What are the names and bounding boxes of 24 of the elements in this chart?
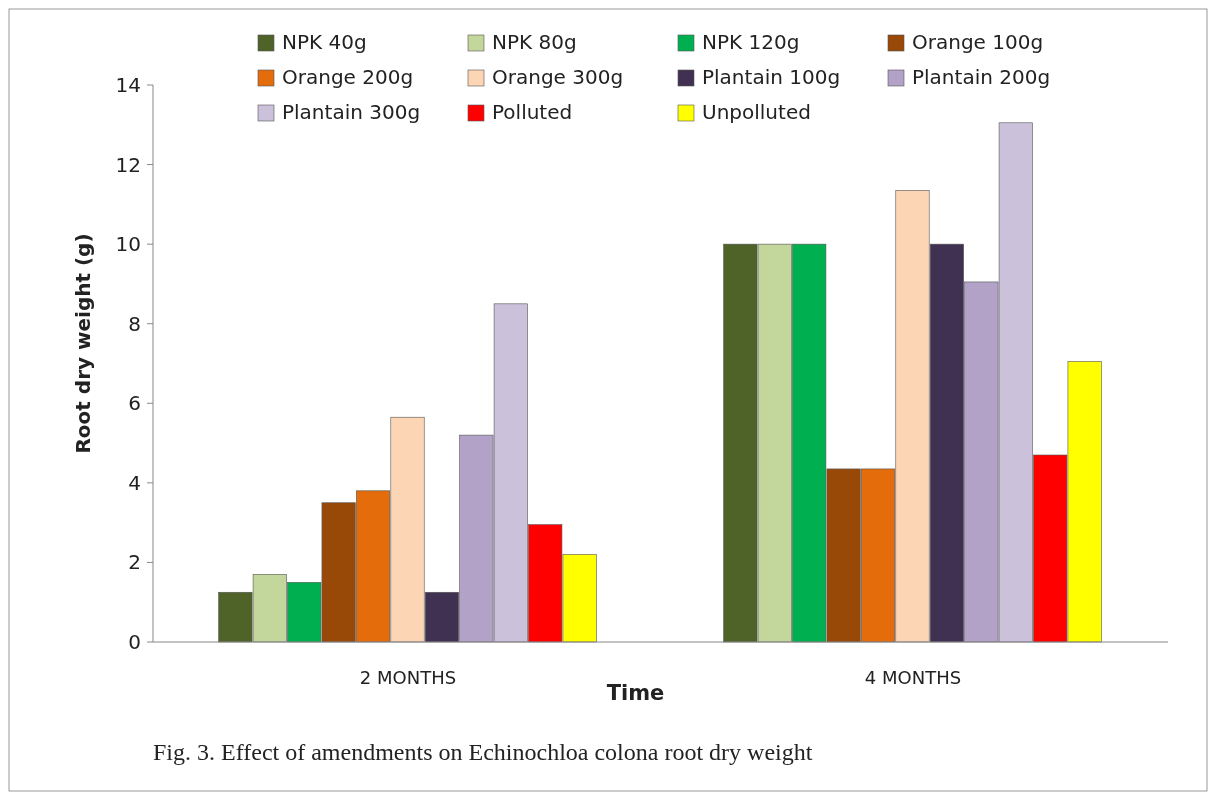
y-tick-label: 14 bbox=[115, 73, 141, 97]
legend-label: Orange 300g bbox=[492, 65, 624, 89]
text: Fig. 3. Effect of amendments on Echinochloa colona root dry weight bbox=[153, 739, 813, 765]
legend-label: Plantain 100g bbox=[702, 65, 841, 89]
y-tick-label: 10 bbox=[115, 232, 141, 257]
y-tick-label: 2 bbox=[128, 550, 141, 575]
x-axis-title: Time bbox=[606, 681, 665, 705]
y-tick-label: 6 bbox=[128, 391, 141, 416]
y-axis-title: Root dry weight (g) bbox=[71, 233, 95, 454]
y-tick-label: 12 bbox=[115, 152, 141, 177]
y-tick-label: 0 bbox=[128, 630, 141, 654]
legend-label: Plantain 300g bbox=[282, 100, 421, 124]
y-tick-label: 8 bbox=[128, 311, 141, 336]
legend-label: Unpolluted bbox=[702, 100, 811, 124]
legend-label: NPK 80g bbox=[492, 30, 577, 54]
legend-label: Orange 100g bbox=[912, 30, 1044, 54]
legend-label: Plantain 200g bbox=[912, 65, 1051, 89]
x-tick-label: 2 MONTHS bbox=[359, 667, 457, 688]
legend-label: NPK 120g bbox=[702, 30, 800, 54]
x-tick-label: 4 MONTHS bbox=[864, 667, 962, 688]
y-tick-label: 4 bbox=[128, 470, 141, 495]
legend-label: Orange 200g bbox=[282, 65, 414, 89]
legend-label: NPK 40g bbox=[282, 30, 367, 54]
legend-label: Polluted bbox=[492, 100, 573, 124]
